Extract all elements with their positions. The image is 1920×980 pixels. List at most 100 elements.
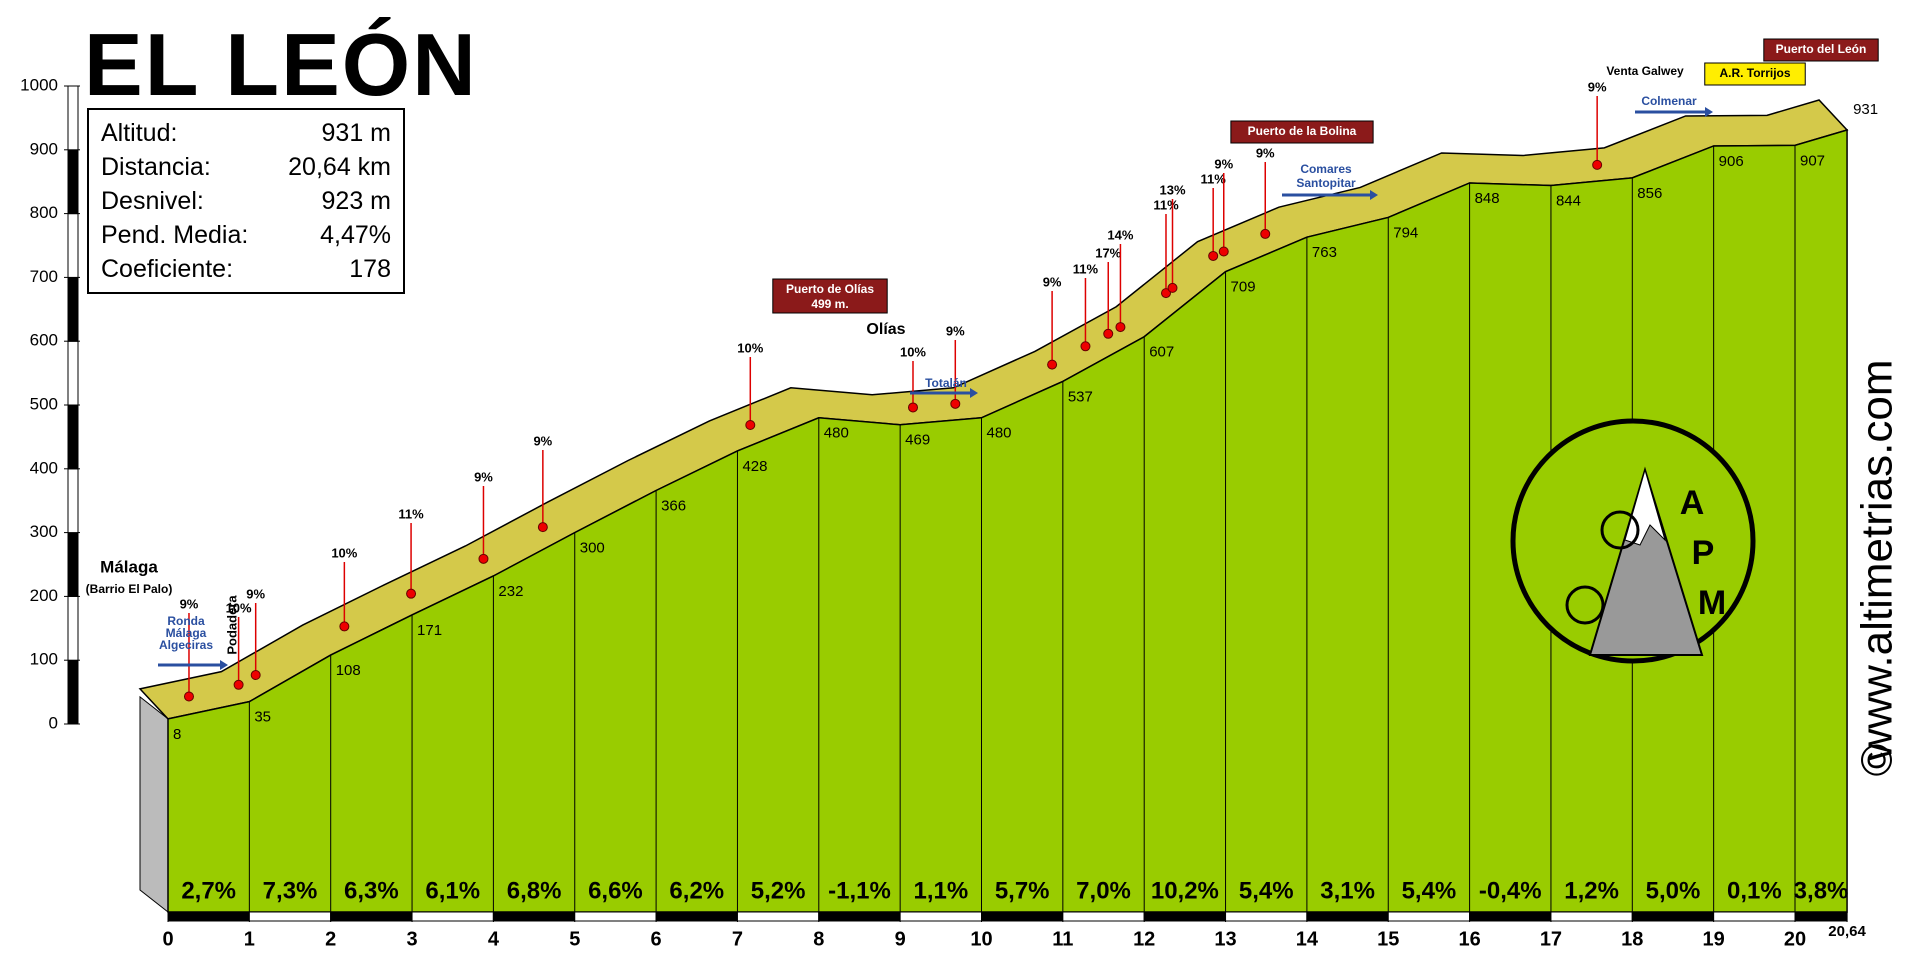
- place-label: Totalán: [925, 376, 967, 390]
- segment-gradient: 1,2%: [1564, 877, 1619, 904]
- x-tick-label: 7: [732, 928, 743, 950]
- x-tick-label: 19: [1703, 928, 1725, 950]
- gradient-point: [250, 670, 261, 681]
- y-tick-label: 800: [30, 203, 58, 222]
- km-bar: [1631, 911, 1715, 922]
- elevation-label: 931: [1853, 101, 1878, 118]
- x-tick-label: 5: [569, 928, 580, 950]
- segment-gradient: 3,1%: [1320, 877, 1375, 904]
- spot-gradient-label: 9%: [1214, 156, 1233, 171]
- gradient-point: [1115, 322, 1126, 333]
- km-bar: [411, 911, 494, 922]
- elevation-label: 232: [498, 583, 523, 600]
- place-label: Puerto del León: [1776, 42, 1867, 56]
- segment-gradient: 6,6%: [588, 877, 643, 904]
- segment-gradient: 5,0%: [1646, 877, 1701, 904]
- km-bar: [248, 911, 332, 922]
- arrow-head: [1370, 190, 1378, 200]
- ruler-segment: [67, 85, 79, 151]
- arrow-head: [970, 388, 978, 398]
- logo-wheel: [1565, 585, 1605, 625]
- info-label: Distancia:: [101, 153, 211, 181]
- chart-title: EL LEÓN: [84, 15, 478, 114]
- spot-gradient-label: 11%: [1201, 171, 1227, 186]
- x-tick-label: 20,64: [1828, 923, 1866, 940]
- arrow-head: [220, 660, 228, 670]
- x-tick-label: 15: [1377, 928, 1399, 950]
- y-tick-label: 700: [30, 267, 58, 286]
- km-bar: [1062, 911, 1145, 922]
- elevation-label: 856: [1637, 185, 1662, 202]
- spot-gradient-label: 10%: [900, 344, 926, 359]
- y-tick-label: 900: [30, 139, 58, 158]
- elevation-label: 709: [1231, 279, 1256, 296]
- spot-gradient-label: 9%: [946, 323, 965, 338]
- profile-side: [139, 695, 169, 914]
- x-tick-label: 12: [1133, 928, 1155, 950]
- info-box: Altitud: 931 m Distancia: 20,64 km Desnive…: [87, 108, 405, 294]
- y-tick-label: 500: [30, 394, 58, 413]
- ruler-segment: [67, 468, 79, 534]
- ruler-segment: [67, 276, 79, 342]
- x-tick-label: 1: [244, 928, 255, 950]
- spot-gradient-label: 9%: [474, 469, 493, 484]
- gradient-point: [478, 553, 489, 564]
- segment-gradient: -0,4%: [1479, 877, 1542, 904]
- elevation-label: 428: [742, 458, 767, 475]
- elevation-label: 35: [254, 709, 271, 726]
- gradient-point: [1167, 282, 1178, 293]
- y-tick-label: 100: [30, 650, 58, 669]
- spot-gradient-label: 9%: [1588, 79, 1607, 94]
- spot-gradient-label: 17%: [1095, 245, 1121, 260]
- segment-gradient: 0,1%: [1727, 877, 1782, 904]
- x-tick-label: 18: [1621, 928, 1643, 950]
- spot-gradient-label: 11%: [1153, 197, 1179, 212]
- km-bar: [1225, 911, 1308, 922]
- gradient-point: [339, 621, 350, 632]
- x-tick-label: 3: [406, 928, 417, 950]
- segment-gradient: 5,4%: [1239, 877, 1294, 904]
- logo-text-source: APM: [0, 0, 2, 1]
- info-label: Desnivel:: [101, 187, 204, 215]
- gradient-point: [406, 588, 417, 599]
- gradient-point: [537, 522, 548, 533]
- info-value: 931 m: [321, 119, 391, 147]
- x-tick-label: 8: [813, 928, 824, 950]
- spot-gradient-label: 11%: [398, 506, 424, 521]
- km-bar: [1550, 911, 1633, 922]
- place-box: [772, 278, 888, 314]
- segment-gradient: 1,1%: [913, 877, 968, 904]
- logo-letter: M: [1698, 584, 1726, 622]
- spot-gradient-label: 10%: [226, 600, 252, 615]
- x-tick-label: 9: [895, 928, 906, 950]
- spot-gradient-label: 11%: [1073, 261, 1099, 276]
- km-bar: [655, 911, 738, 922]
- logo: APM APM: [0, 0, 1756, 664]
- place-label: Ronda: [167, 614, 205, 628]
- x-tick-label: 11: [1052, 928, 1073, 950]
- km-bar: [574, 911, 657, 922]
- place-label: Colmenar: [1641, 94, 1697, 108]
- x-tick-label: 13: [1214, 928, 1236, 950]
- info-row: Distancia: 20,64 km: [101, 150, 391, 184]
- segment-gradient: 10,2%: [1151, 877, 1219, 904]
- x-tick-label: 6: [651, 928, 662, 950]
- gradient-point: [950, 398, 961, 409]
- gradient-point: [1592, 159, 1603, 170]
- spot-gradient-label: 10%: [331, 545, 357, 560]
- gradient-point: [1047, 359, 1058, 370]
- x-tick-label: 4: [488, 928, 500, 950]
- logo-snow: [1624, 468, 1667, 546]
- km-bar: [899, 911, 983, 922]
- gradient-point: [233, 679, 244, 690]
- elevation-label: 763: [1312, 244, 1337, 261]
- place-box: [1763, 38, 1879, 62]
- spot-gradient-label: 10%: [737, 340, 763, 355]
- segment-gradient: 7,3%: [263, 877, 318, 904]
- segment-gradient: 7,0%: [1076, 877, 1131, 904]
- elevation-label: 537: [1068, 388, 1093, 405]
- place-label: Podadera: [224, 595, 239, 655]
- place-label: 499 m.: [811, 297, 848, 311]
- info-row: Coeficiente: 178: [101, 252, 391, 286]
